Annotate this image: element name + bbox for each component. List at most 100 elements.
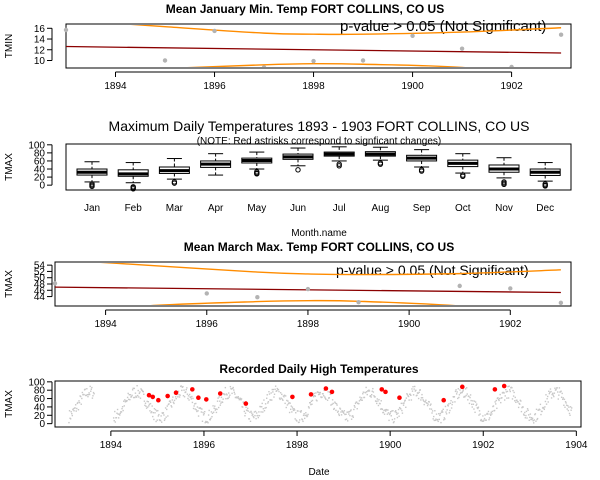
daily-point [88, 392, 90, 394]
daily-point [393, 420, 395, 423]
box-aug [364, 146, 396, 167]
daily-point [136, 384, 138, 387]
daily-point [139, 391, 141, 393]
daily-point [457, 388, 459, 390]
daily-point [204, 421, 206, 424]
daily-point [365, 391, 368, 393]
daily-point [249, 411, 251, 413]
daily-point [392, 421, 395, 424]
daily-point [529, 416, 531, 419]
daily-point [401, 409, 403, 412]
daily-point [359, 396, 361, 398]
daily-point [560, 396, 563, 399]
daily-point [371, 393, 373, 396]
daily-point [313, 392, 315, 395]
significant-point [150, 394, 156, 400]
daily-point [206, 421, 209, 423]
daily-point [202, 414, 205, 416]
daily-point [436, 418, 439, 421]
lower-confidence-band [187, 62, 466, 67]
daily-point [358, 402, 360, 405]
daily-point [343, 410, 346, 412]
y-tick-label: 0 [39, 181, 45, 192]
box-apr [200, 153, 232, 176]
daily-point [491, 413, 493, 415]
daily-point [288, 402, 290, 404]
trend-line [65, 45, 562, 54]
daily-point [527, 414, 530, 416]
daily-point [296, 420, 298, 422]
daily-point [288, 411, 291, 414]
outlier-point [254, 169, 260, 175]
daily-point [450, 407, 453, 409]
daily-point [464, 388, 467, 390]
daily-point [352, 416, 354, 418]
daily-point [214, 405, 216, 407]
daily-point [305, 412, 307, 414]
daily-point [156, 419, 158, 421]
daily-point [461, 391, 463, 394]
daily-point [563, 398, 566, 401]
daily-point [373, 395, 375, 397]
significant-point [203, 397, 209, 402]
daily-point [468, 402, 471, 405]
daily-point [565, 402, 567, 404]
daily-point [90, 388, 93, 390]
daily-point [380, 400, 382, 402]
data-point [457, 283, 462, 289]
daily-point [148, 403, 151, 405]
daily-point [305, 414, 308, 416]
lower-confidence-band [150, 299, 456, 305]
daily-point [378, 398, 380, 401]
daily-point [182, 394, 185, 397]
daily-point [533, 419, 535, 421]
daily-point [309, 402, 311, 404]
data-point [212, 28, 217, 34]
daily-point [137, 389, 139, 392]
daily-point [143, 400, 146, 402]
daily-point [213, 407, 215, 409]
daily-point [324, 396, 326, 398]
upper-confidence-band [100, 263, 561, 276]
daily-point [329, 393, 332, 396]
daily-point [154, 412, 156, 414]
data-point [52, 281, 58, 286]
daily-point [469, 396, 471, 399]
daily-point [78, 401, 81, 404]
daily-point [279, 398, 281, 401]
data-series [63, 25, 564, 67]
daily-point [520, 410, 523, 413]
daily-point [274, 385, 277, 387]
daily-point [478, 414, 480, 416]
daily-point [397, 412, 399, 414]
box-feb [117, 162, 149, 192]
daily-point [123, 400, 125, 402]
daily-point [384, 410, 387, 412]
daily-point [481, 420, 484, 423]
daily-point [505, 391, 508, 393]
x-tick-label: 1894 [94, 319, 117, 330]
daily-point [260, 411, 262, 413]
significant-point [441, 397, 446, 403]
daily-point [225, 397, 227, 400]
daily-point [201, 420, 204, 422]
daily-point [271, 388, 273, 391]
daily-point [173, 399, 176, 402]
x-axis-label: Month.name [291, 228, 347, 239]
daily-point [553, 392, 556, 394]
daily-point [398, 406, 401, 409]
month-tick-label: Oct [455, 203, 471, 214]
outlier-point [460, 172, 466, 178]
daily-point [556, 387, 558, 389]
daily-point [121, 406, 124, 408]
daily-point [457, 397, 459, 400]
daily-point [219, 400, 221, 402]
daily-point [294, 418, 296, 420]
box-series: Jan Feb Mar Apr May Jun Jul Aug Sep Oct Nov Dec [76, 146, 561, 214]
daily-point [290, 408, 292, 411]
daily-point [371, 390, 373, 392]
daily-point [75, 410, 77, 412]
daily-point [487, 410, 490, 413]
daily-point [128, 393, 130, 396]
